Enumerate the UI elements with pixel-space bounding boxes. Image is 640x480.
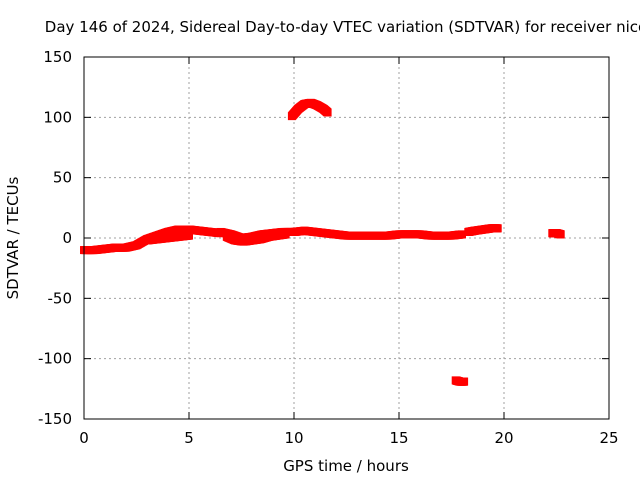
data-point — [185, 231, 193, 240]
data-track — [548, 229, 565, 239]
data-track — [287, 98, 332, 121]
x-tick-label: 20 — [494, 429, 513, 447]
data-point — [458, 230, 466, 239]
x-tick-label: 10 — [284, 429, 303, 447]
y-tick-label: -50 — [48, 289, 73, 307]
data-point — [493, 224, 502, 233]
y-tick-label: 0 — [62, 229, 72, 247]
data-point — [556, 230, 565, 239]
data-series — [80, 98, 565, 386]
data-track — [451, 376, 469, 386]
x-tick-label: 15 — [389, 429, 408, 447]
y-tick-label: -100 — [38, 350, 72, 368]
y-axis-label: SDTVAR / TECUs — [4, 176, 22, 299]
chart-title: Day 146 of 2024, Sidereal Day-to-day VTE… — [45, 18, 640, 36]
x-tick-label: 0 — [79, 429, 89, 447]
axis-ticks: 0 5 10 15 20 25 -150 -100 -50 0 50 100 150 — [38, 48, 619, 447]
y-tick-label: 100 — [43, 108, 72, 126]
y-tick-label: 50 — [53, 169, 72, 187]
x-tick-label: 25 — [599, 429, 618, 447]
x-axis-label: GPS time / hours — [283, 457, 409, 475]
data-point — [460, 377, 469, 386]
y-tick-label: 150 — [43, 48, 72, 66]
x-tick-label: 5 — [184, 429, 194, 447]
y-tick-label: -150 — [38, 410, 72, 428]
data-track — [143, 231, 193, 245]
data-point — [323, 108, 332, 117]
data-track — [464, 224, 502, 236]
data-track — [222, 230, 290, 246]
data-point — [281, 230, 290, 239]
